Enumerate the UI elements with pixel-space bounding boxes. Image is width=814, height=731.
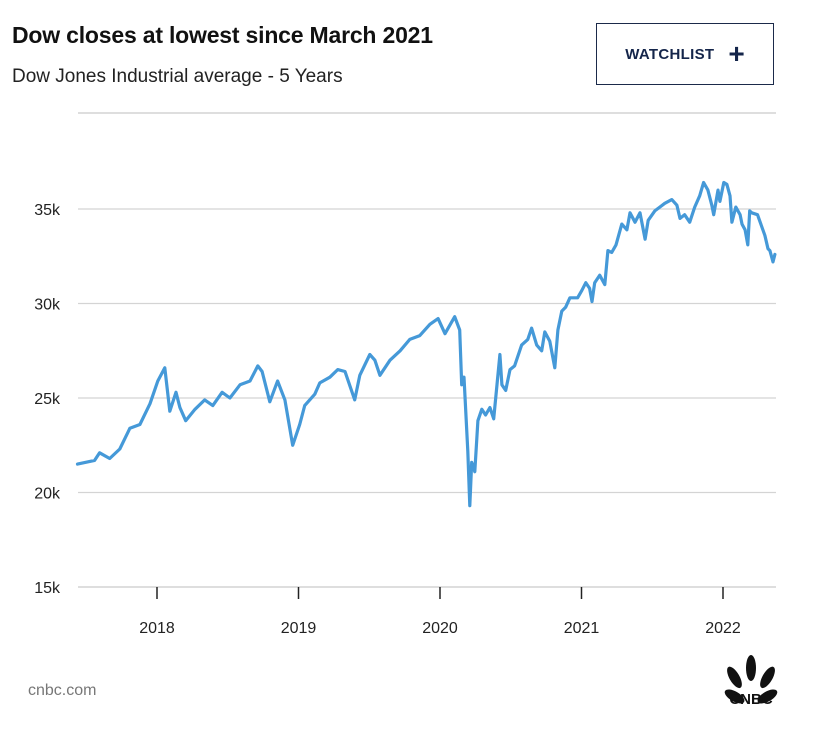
- series-line: [75, 180, 777, 508]
- watchlist-button[interactable]: WATCHLIST +: [596, 23, 774, 85]
- x-tick-label: 2021: [564, 620, 600, 637]
- chart-title: Dow closes at lowest since March 2021: [12, 22, 433, 48]
- plus-icon: +: [728, 38, 745, 69]
- chart-subtitle: Dow Jones Industrial average - 5 Years: [12, 66, 343, 87]
- y-tick-label: 35k: [34, 202, 61, 219]
- watchlist-label: WATCHLIST: [625, 45, 715, 63]
- y-tick-label: 30k: [34, 297, 61, 314]
- y-tick-label: 25k: [34, 391, 61, 408]
- x-tick-label: 2020: [422, 620, 458, 637]
- cnbc-logo: CNBC: [724, 655, 778, 706]
- y-tick-label: 20k: [34, 486, 61, 503]
- x-tick-label: 2022: [705, 620, 741, 637]
- x-tick-label: 2018: [139, 620, 175, 637]
- x-tick-label: 2019: [281, 620, 317, 637]
- source-label: cnbc.com: [28, 682, 97, 699]
- y-tick-label: 15k: [34, 580, 61, 597]
- svg-text:CNBC: CNBC: [729, 691, 772, 706]
